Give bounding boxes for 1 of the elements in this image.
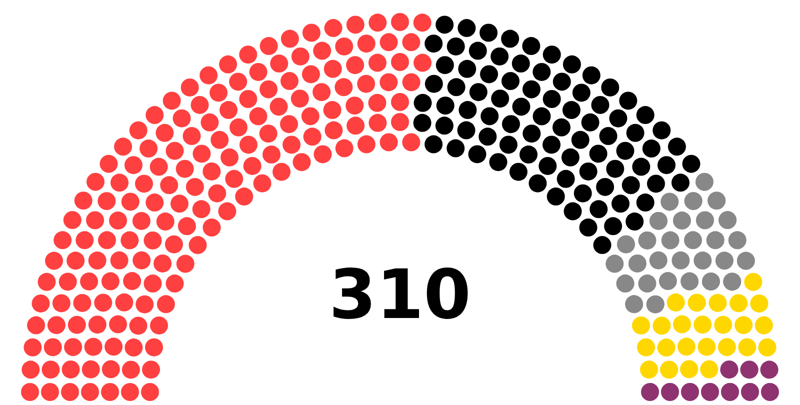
text: 310: [329, 256, 471, 335]
